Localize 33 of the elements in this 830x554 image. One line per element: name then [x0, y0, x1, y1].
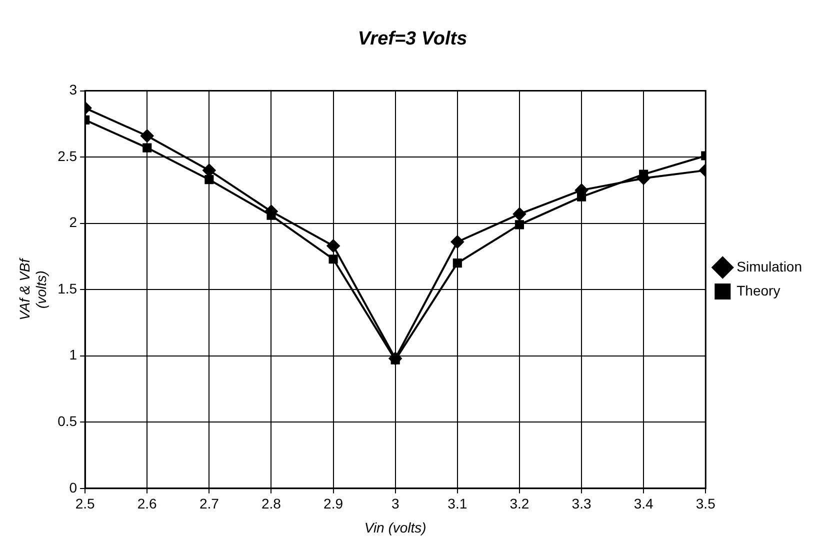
legend-label: Simulation: [736, 258, 802, 274]
point: [514, 220, 524, 230]
y-tick-label: 1.5: [58, 280, 78, 296]
x-tick-label: 3.5: [696, 496, 716, 512]
x-tick-label: 2.8: [262, 496, 282, 512]
y-tick-label: 2: [69, 214, 78, 230]
point: [452, 258, 462, 268]
x-tick-label: 3: [391, 496, 400, 512]
x-tick-label: 2.7: [199, 496, 220, 512]
x-tick-label: 2.6: [137, 496, 158, 512]
point: [450, 235, 464, 248]
y-tick-label: 3: [69, 82, 78, 98]
point: [202, 164, 216, 177]
y-tick-label: 1: [69, 346, 78, 363]
point: [326, 239, 340, 252]
y-tick-label: 0.5: [58, 412, 78, 429]
x-tick-label: 3.1: [448, 496, 468, 512]
point: [142, 143, 152, 152]
legend-label: Theory: [736, 282, 780, 298]
point: [140, 129, 154, 142]
y-tick-label: 0: [69, 479, 78, 496]
chart-title: Vref=3 Volts: [358, 28, 468, 50]
point: [328, 254, 338, 264]
point: [512, 208, 526, 221]
point: [388, 352, 402, 366]
x-tick-label: 3.2: [510, 496, 530, 512]
y-tick-label: 2.5: [58, 148, 78, 164]
x-tick-label: 3.3: [572, 496, 592, 512]
x-axis-title: Vin (volts): [364, 519, 426, 536]
y-axis-title: VAf & VBf (volts): [16, 256, 50, 320]
point: [204, 175, 214, 184]
x-tick-label: 2.9: [324, 496, 344, 512]
x-tick-label: 3.4: [634, 496, 654, 512]
